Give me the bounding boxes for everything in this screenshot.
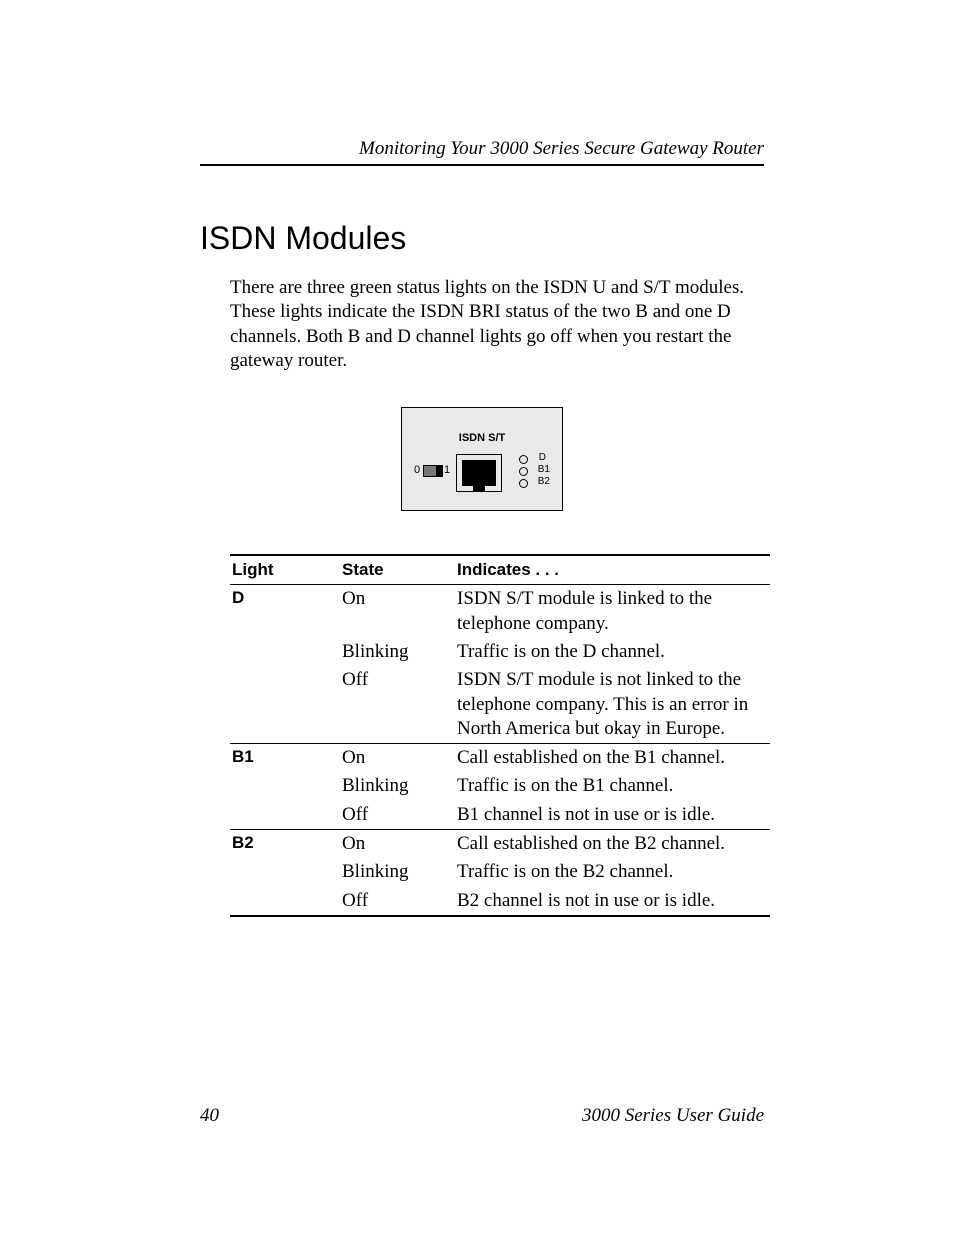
rj-port-icon — [456, 454, 502, 492]
indicates-cell: ISDN S/T module is linked to the telepho… — [455, 585, 770, 638]
table-row: Off ISDN S/T module is not linked to the… — [230, 666, 770, 743]
col-indicates: Indicates . . . — [455, 555, 770, 585]
state-cell: Off — [340, 887, 455, 916]
led-b2-icon — [519, 479, 528, 488]
running-head: Monitoring Your 3000 Series Secure Gatew… — [359, 138, 764, 160]
indicates-cell: Traffic is on the B2 channel. — [455, 858, 770, 886]
table-row: Blinking Traffic is on the B1 channel. — [230, 772, 770, 800]
table-row: Blinking Traffic is on the D channel. — [230, 638, 770, 666]
dip-switch-icon — [423, 465, 443, 477]
isdn-module-figure: ISDN S/T 0 1 D B1 B2 — [200, 407, 764, 516]
table-header-row: Light State Indicates . . . — [230, 555, 770, 585]
led-b1-icon — [519, 467, 528, 476]
table-row: B2 On Call established on the B2 channel… — [230, 830, 770, 859]
indicates-cell: Traffic is on the B1 channel. — [455, 772, 770, 800]
state-cell: Off — [340, 666, 455, 743]
indicates-cell: Call established on the B2 channel. — [455, 830, 770, 859]
indicates-cell: ISDN S/T module is not linked to the tel… — [455, 666, 770, 743]
state-cell: On — [340, 585, 455, 638]
state-cell: Blinking — [340, 638, 455, 666]
state-cell: Blinking — [340, 858, 455, 886]
table-row: D On ISDN S/T module is linked to the te… — [230, 585, 770, 638]
state-cell: On — [340, 744, 455, 773]
indicates-cell: B1 channel is not in use or is idle. — [455, 801, 770, 830]
col-light: Light — [230, 555, 340, 585]
switch-label-1: 1 — [444, 464, 450, 476]
state-cell: Off — [340, 801, 455, 830]
indicates-cell: B2 channel is not in use or is idle. — [455, 887, 770, 916]
page: Monitoring Your 3000 Series Secure Gatew… — [0, 0, 954, 1235]
led-b2-label: B2 — [538, 476, 550, 487]
led-b1-label: B1 — [538, 464, 550, 475]
rj-port-notch — [473, 486, 485, 492]
guide-name: 3000 Series User Guide — [582, 1105, 764, 1127]
indicates-cell: Call established on the B1 channel. — [455, 744, 770, 773]
table-row: B1 On Call established on the B1 channel… — [230, 744, 770, 773]
section-title: ISDN Modules — [200, 220, 764, 257]
intro-paragraph: There are three green status lights on t… — [230, 276, 764, 373]
dip-switch-nub — [436, 466, 442, 476]
state-cell: On — [340, 830, 455, 859]
indicates-cell: Traffic is on the D channel. — [455, 638, 770, 666]
table-row: Blinking Traffic is on the B2 channel. — [230, 858, 770, 886]
status-light-table: Light State Indicates . . . D On ISDN S/… — [230, 554, 770, 917]
page-number: 40 — [200, 1105, 219, 1127]
module-label: ISDN S/T — [402, 432, 562, 444]
isdn-module-box: ISDN S/T 0 1 D B1 B2 — [401, 407, 563, 511]
led-d-label: D — [539, 452, 546, 463]
table-row: Off B2 channel is not in use or is idle. — [230, 887, 770, 916]
state-cell: Blinking — [340, 772, 455, 800]
light-b2: B2 — [230, 830, 340, 859]
led-d-icon — [519, 455, 528, 464]
light-b1: B1 — [230, 744, 340, 773]
switch-label-0: 0 — [414, 464, 420, 476]
rj-port-inner — [462, 460, 496, 486]
header-rule — [200, 164, 764, 166]
table-row: Off B1 channel is not in use or is idle. — [230, 801, 770, 830]
col-state: State — [340, 555, 455, 585]
light-d: D — [230, 585, 340, 638]
